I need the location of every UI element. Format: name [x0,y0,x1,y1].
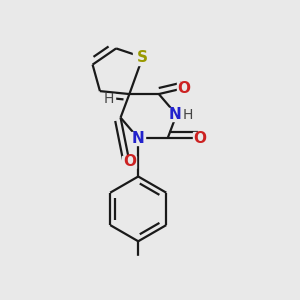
Text: N: N [132,131,145,146]
Text: N: N [169,107,182,122]
Text: S: S [137,50,148,65]
Bar [129,256,148,268]
Bar [122,156,136,168]
Bar [177,82,191,94]
Text: H: H [103,92,114,106]
Text: O: O [194,131,207,146]
Bar [193,132,207,144]
Bar [131,132,145,145]
Text: H: H [182,108,193,122]
Bar [166,108,188,121]
Text: O: O [123,154,136,169]
Bar [133,50,152,64]
Bar [103,94,115,105]
Text: O: O [177,81,190,96]
